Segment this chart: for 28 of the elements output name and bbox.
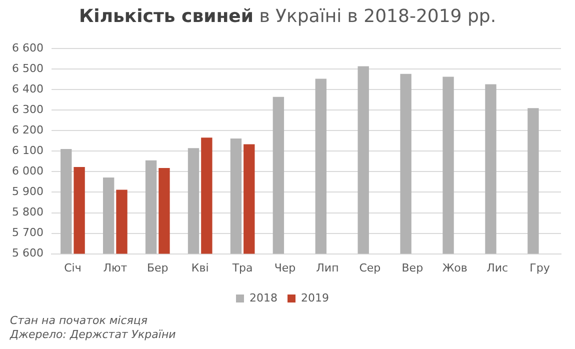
y-tick-label: 6 200 [12,124,44,137]
legend-label: 2019 [301,291,329,304]
y-tick-label: 5 700 [12,226,44,240]
x-tick-label: Лис [486,261,508,274]
x-tick-label: Лют [103,261,128,274]
x-tick-label: Кві [191,261,209,274]
x-tick-label: Жов [442,261,468,274]
x-tick-label: Січ [64,261,82,274]
x-tick-label: Вер [402,261,424,274]
y-tick-label: 6 400 [12,82,44,96]
y-tick-label: 5 800 [12,206,44,219]
chart-title: Кількість свиней в Україні в 2018-2019 рр. [78,5,498,29]
y-tick-label: 5 900 [12,185,44,198]
y-tick-label: 6 600 [12,41,44,54]
y-tick-label: 6 500 [12,62,44,75]
x-tick-label: Лип [316,261,339,274]
x-tick-label: Тра [231,261,253,274]
y-tick-label: 6 000 [12,164,44,178]
x-tick-label: Бер [146,261,168,274]
y-tick-label: 6 300 [12,103,44,116]
y-tick-label: 5 600 [12,246,44,260]
y-tick-label: 6 100 [12,144,44,158]
x-tick-label: Сер [359,261,381,274]
text: Джерело: Держстат України [10,328,177,342]
legend-label: 2018 [250,291,278,304]
x-tick-label: Чер [274,261,296,274]
x-tick-label: Гру [530,261,550,274]
text: Стан на початок місяця [10,314,149,328]
